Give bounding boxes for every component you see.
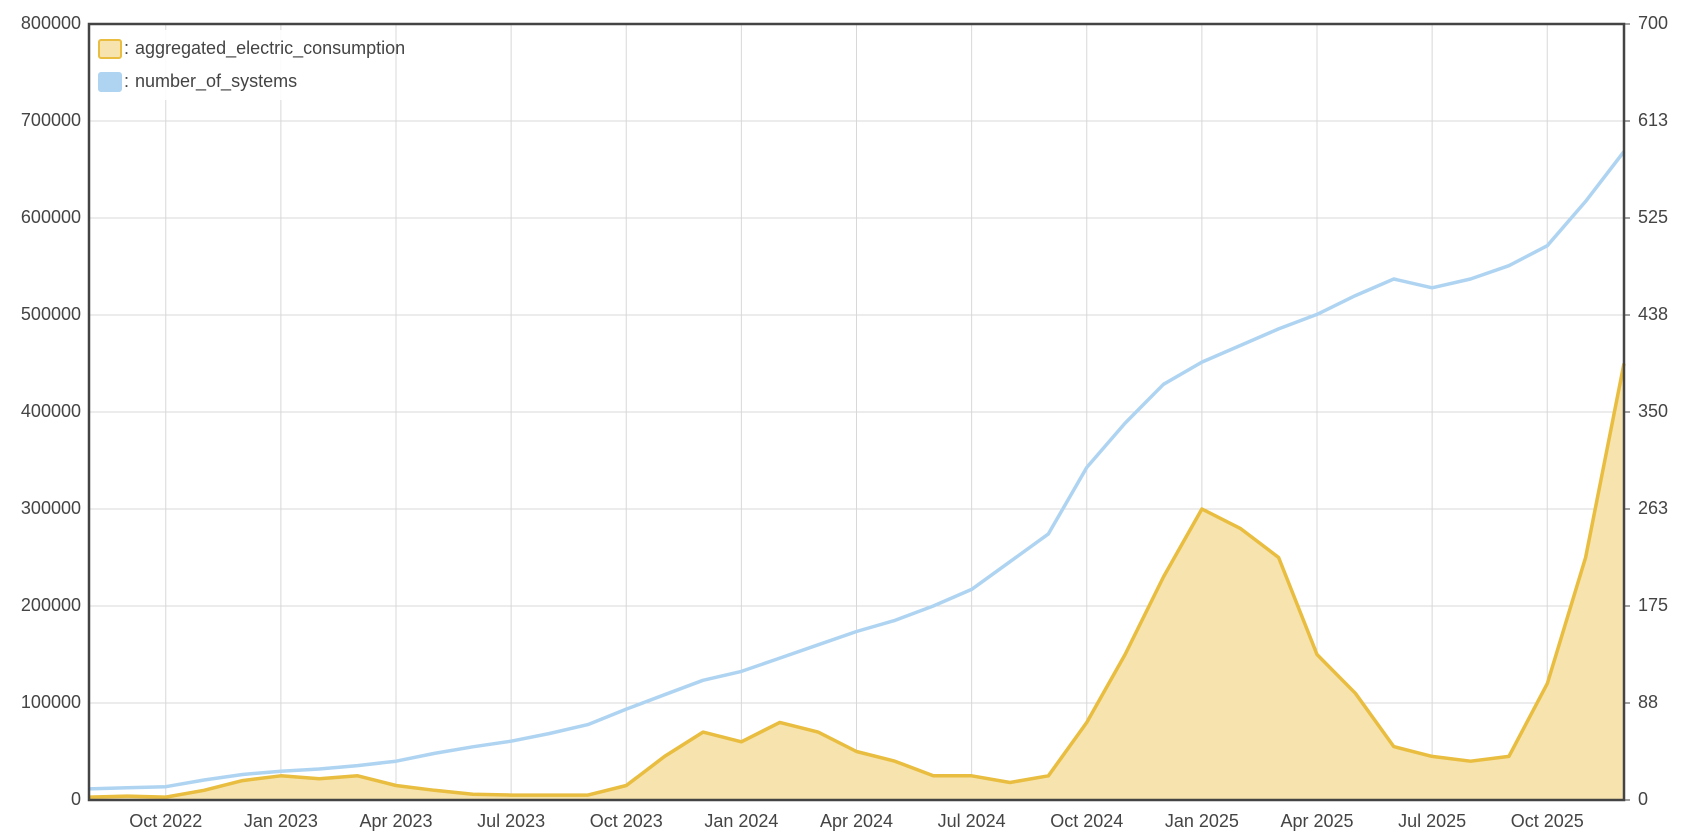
y-tick-label: 300000 — [21, 498, 81, 518]
x-tick-label: Jan 2024 — [704, 811, 778, 831]
y2-tick-label: 525 — [1638, 207, 1668, 227]
legend-label: aggregated_electric_consumption — [135, 38, 405, 59]
y2-tick-label: 175 — [1638, 595, 1668, 615]
y-tick-label: 0 — [71, 789, 81, 809]
y2-tick-label: 438 — [1638, 304, 1668, 324]
y2-tick-label: 613 — [1638, 110, 1668, 130]
area-fill — [89, 363, 1624, 800]
x-tick-label: Oct 2022 — [129, 811, 202, 831]
y-tick-label: 800000 — [21, 13, 81, 33]
x-tick-label: Jan 2025 — [1165, 811, 1239, 831]
x-tick-label: Oct 2023 — [590, 811, 663, 831]
x-tick-label: Oct 2024 — [1050, 811, 1123, 831]
x-tick-label: Oct 2025 — [1511, 811, 1584, 831]
x-tick-label: Jul 2024 — [938, 811, 1006, 831]
y2-tick-label: 88 — [1638, 692, 1658, 712]
legend-label: number_of_systems — [135, 71, 297, 92]
y2-tick-label: 263 — [1638, 498, 1668, 518]
legend-bg — [93, 30, 383, 100]
legend-swatch — [98, 39, 122, 59]
y-tick-label: 200000 — [21, 595, 81, 615]
series-line — [88, 150, 1626, 791]
plot-frame — [87, 22, 1626, 802]
x-tick-label: Apr 2023 — [359, 811, 432, 831]
y-tick-label: 600000 — [21, 207, 81, 227]
y2-tick-label: 350 — [1638, 401, 1668, 421]
x-tick-label: Jul 2023 — [477, 811, 545, 831]
legend-separator: : — [124, 38, 129, 58]
legend-separator: : — [124, 71, 129, 91]
y-tick-label: 100000 — [21, 692, 81, 712]
y2-tick-label: 0 — [1638, 789, 1648, 809]
x-tick-label: Jul 2025 — [1398, 811, 1466, 831]
y2-tick-label: 700 — [1638, 13, 1668, 33]
x-tick-label: Apr 2024 — [820, 811, 893, 831]
y-tick-label: 700000 — [21, 110, 81, 130]
y-tick-label: 500000 — [21, 304, 81, 324]
y-tick-label: 400000 — [21, 401, 81, 421]
x-tick-label: Apr 2025 — [1280, 811, 1353, 831]
series-line — [88, 363, 1626, 799]
x-tick-label: Jan 2023 — [244, 811, 318, 831]
legend-swatch — [98, 72, 122, 92]
legend: : aggregated_electric_consumption: number_… — [93, 30, 405, 100]
